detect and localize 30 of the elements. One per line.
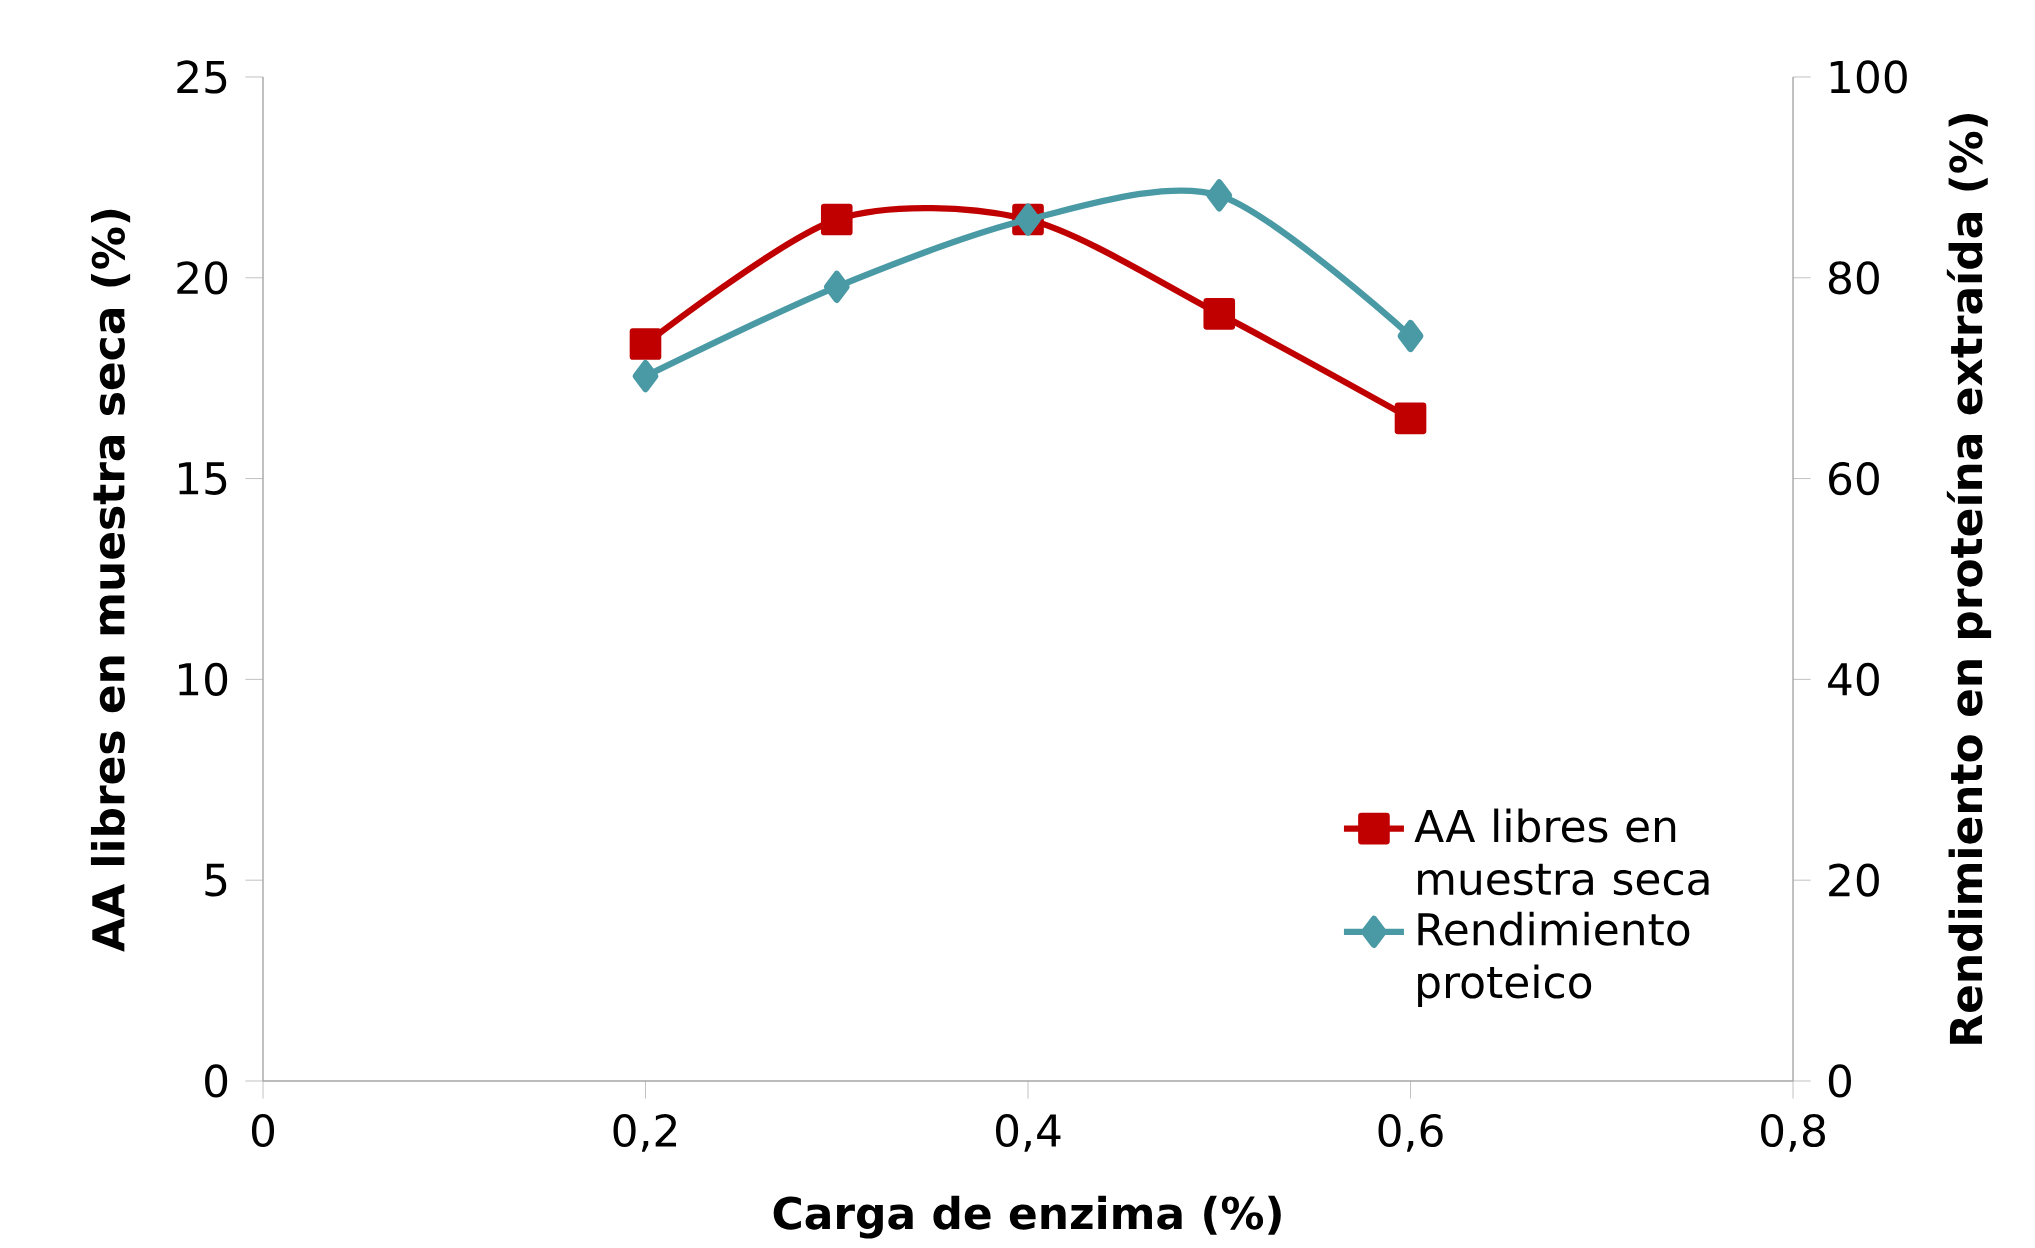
point — [632, 360, 659, 393]
y-axis-title: AA libres en muestra seca (%) — [90, 209, 131, 952]
y2-axis-title: Rendimiento en proteína extraída (%) — [1946, 113, 1992, 1044]
y2-tick-label: 20 — [1829, 863, 1879, 897]
point — [820, 203, 853, 236]
y-tick-label: 0 — [205, 1064, 228, 1098]
x-tick-label: 0 — [251, 1113, 275, 1148]
y2-tick-label: 40 — [1828, 662, 1879, 696]
point — [1203, 298, 1236, 330]
x-axis-title: Carga de enzima (%) — [773, 1195, 1281, 1239]
y2-tick-label: 60 — [1829, 461, 1879, 496]
y-tick-label: 25 — [177, 60, 227, 94]
point — [629, 328, 662, 360]
legend-label: AA libres en muestra seca — [1414, 808, 1709, 896]
y-tick-label: 15 — [179, 462, 227, 495]
y2-tick-label: 100 — [1830, 60, 1907, 94]
point — [1394, 402, 1427, 435]
x-tick-label: 0,2 — [613, 1113, 677, 1152]
x-tick-label: 0,6 — [1378, 1113, 1443, 1152]
y-tick-label: 20 — [177, 261, 228, 295]
x-tick-label: 0,8 — [1761, 1113, 1825, 1152]
x-tick-label: 0,4 — [996, 1113, 1061, 1152]
point — [1206, 179, 1233, 212]
y-tick-label: 10 — [179, 662, 228, 696]
y-tick-label: 5 — [205, 863, 227, 897]
y2-tick-label: 80 — [1828, 261, 1879, 295]
point — [823, 270, 850, 303]
legend-label: Rendimiento proteico — [1418, 911, 1690, 1008]
point — [1397, 319, 1424, 353]
y2-tick-label: 0 — [1828, 1064, 1851, 1098]
